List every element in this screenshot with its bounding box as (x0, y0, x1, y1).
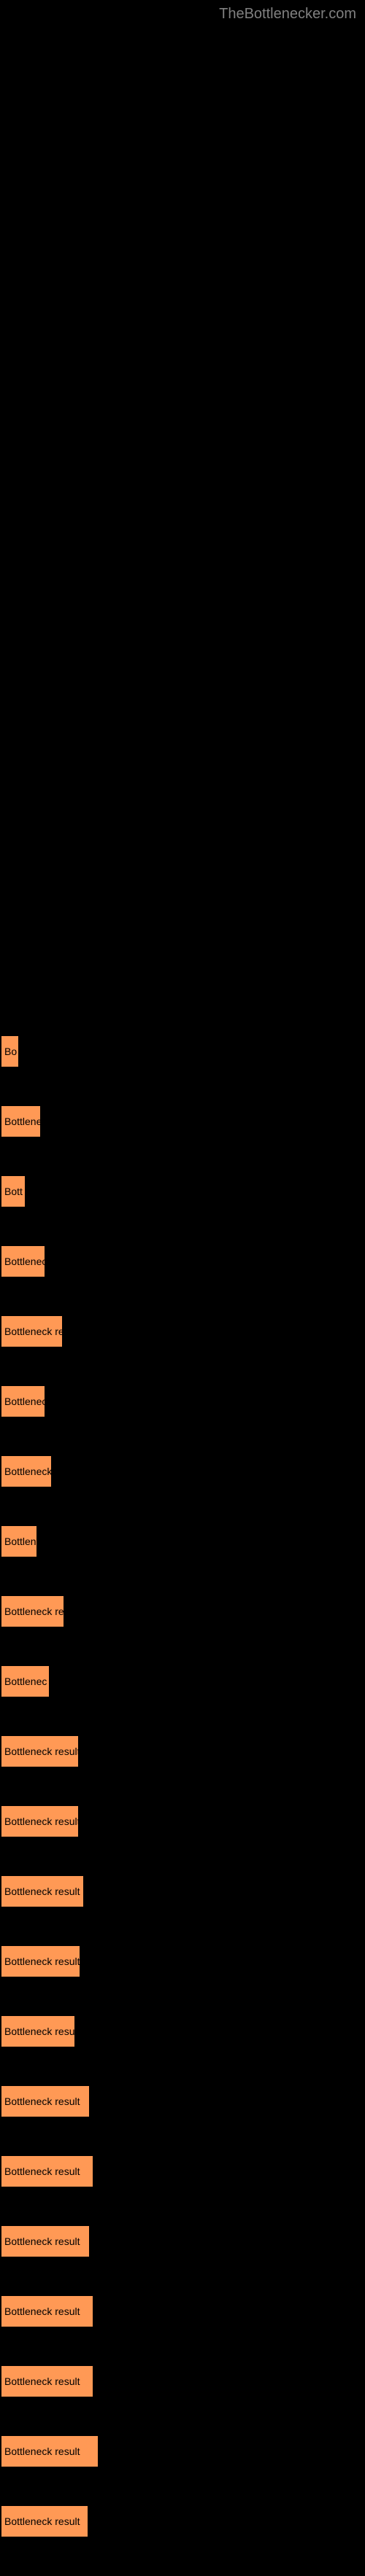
bar-row: Bottleneck re (1, 1596, 365, 1627)
bar-row: Bott (1, 1176, 365, 1207)
chart-bar: Bottleneck result (1, 1806, 78, 1837)
bar-chart: Bo Bottlene Bott Bottlenec Bottleneck re Bott… (0, 23, 365, 2537)
bar-row: Bottleneck result (1, 1946, 365, 1977)
chart-bar: Bottleneck resul (1, 2016, 74, 2047)
bar-row: Bottleneck result (1, 2366, 365, 2397)
bar-row: Bottleneck result (1, 2506, 365, 2537)
chart-bar: Bottleneck result (1, 2296, 93, 2327)
bar-row: Bottleneck resul (1, 2016, 365, 2047)
chart-bar: Bottlenec (1, 1666, 49, 1697)
chart-bar: Bottleneck result (1, 2086, 89, 2117)
bar-row: Bottleneck result (1, 2086, 365, 2117)
chart-bar: Bottleneck (1, 1456, 51, 1487)
chart-bar: Bottleneck result (1, 1736, 78, 1767)
bar-row: Bottleneck result (1, 1736, 365, 1767)
bar-row: Bottlenec (1, 1246, 365, 1277)
chart-bar: Bottleneck result (1, 2506, 88, 2537)
bar-row: Bottlen (1, 1526, 365, 1557)
chart-bar: Bottleneck re (1, 1596, 64, 1627)
bar-row: Bottleneck result (1, 2436, 365, 2467)
bar-row: Bottleneck result (1, 1876, 365, 1907)
bar-row: Bottlenec (1, 1666, 365, 1697)
bar-row: Bottleneck re (1, 1316, 365, 1347)
chart-bar: Bottlene (1, 1106, 40, 1137)
chart-bar: Bottlen (1, 1526, 36, 1557)
bar-row: Bottleneck (1, 1456, 365, 1487)
bar-row: Bottleneck result (1, 2296, 365, 2327)
chart-bar: Bottleneck result (1, 2366, 93, 2397)
bar-row: Bottleneck result (1, 1806, 365, 1837)
chart-bar: Bo (1, 1036, 18, 1067)
chart-bar: Bottleneck re (1, 1316, 62, 1347)
bar-row: Bottleneck result (1, 2226, 365, 2257)
chart-bar: Bottleneck result (1, 2156, 93, 2187)
bar-row: Bottleneck result (1, 2156, 365, 2187)
chart-bar: Bottleneck result (1, 1946, 80, 1977)
bar-row: Bo (1, 1036, 365, 1067)
chart-bar: Bottleneck result (1, 1876, 83, 1907)
chart-bar: Bottleneck result (1, 2436, 98, 2467)
chart-bar: Bottlenec (1, 1386, 45, 1417)
watermark-text: TheBottlenecker.com (0, 0, 365, 23)
bar-row: Bottlenec (1, 1386, 365, 1417)
chart-bar: Bott (1, 1176, 25, 1207)
chart-bar: Bottleneck result (1, 2226, 89, 2257)
chart-bar: Bottlenec (1, 1246, 45, 1277)
bar-row: Bottlene (1, 1106, 365, 1137)
